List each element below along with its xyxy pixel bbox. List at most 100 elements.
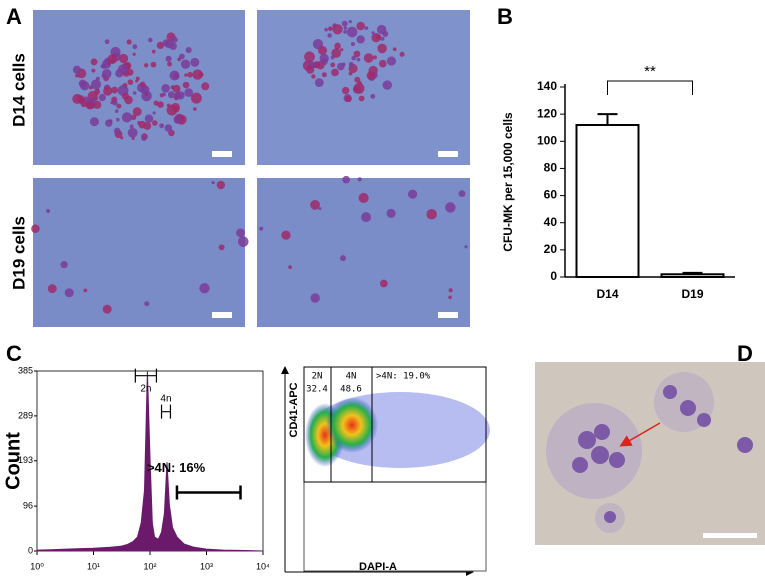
cell — [103, 86, 113, 96]
cell — [187, 71, 193, 78]
gate — [160, 404, 172, 419]
cell — [116, 117, 120, 122]
flow-plot — [281, 366, 490, 576]
cell — [92, 97, 96, 101]
cell — [117, 64, 129, 75]
cell — [140, 85, 150, 95]
y-tick-label: 0 — [28, 545, 33, 555]
cell — [361, 212, 372, 223]
y-tick-label: 140 — [537, 79, 557, 93]
nucleus — [604, 511, 616, 523]
cell — [311, 74, 316, 79]
cell — [132, 107, 142, 117]
cell — [137, 120, 141, 125]
x-tick-label: D19 — [681, 287, 703, 301]
cell — [364, 26, 369, 30]
cell — [334, 42, 341, 50]
cell — [126, 39, 132, 45]
cell — [144, 114, 154, 123]
cell — [152, 111, 156, 115]
cell — [98, 93, 107, 102]
y-axis-label: CD41-APC — [288, 382, 300, 437]
cell — [201, 82, 210, 91]
y-tick-label: 100 — [537, 133, 557, 147]
nucleus — [680, 400, 696, 416]
cell — [363, 53, 374, 63]
plot-frame — [303, 366, 487, 572]
row-label: D14 cells — [9, 53, 28, 127]
cell — [259, 226, 264, 231]
cell — [343, 30, 347, 34]
cell — [185, 47, 192, 54]
cell — [192, 107, 197, 111]
cell — [144, 301, 150, 307]
cell — [171, 36, 178, 43]
cell — [426, 209, 437, 220]
cell — [113, 127, 121, 135]
cell — [211, 181, 215, 185]
cell — [370, 93, 376, 99]
cell — [31, 224, 40, 233]
gate-label: 4N — [346, 372, 357, 382]
cell — [330, 55, 335, 60]
cell — [153, 100, 159, 106]
cell — [166, 103, 171, 108]
cell — [340, 255, 346, 262]
cell — [132, 44, 138, 50]
panel-label: B — [497, 4, 513, 29]
cell — [93, 89, 101, 96]
scale-bar — [438, 151, 458, 157]
cell — [132, 91, 137, 95]
cell — [448, 295, 452, 300]
cell — [356, 21, 365, 31]
bar — [575, 124, 640, 278]
gate — [134, 368, 158, 383]
cell — [143, 63, 149, 68]
y-tick-label: 20 — [544, 242, 558, 256]
cell — [190, 92, 202, 104]
cell — [132, 52, 136, 56]
cell — [340, 48, 344, 52]
cell — [172, 84, 181, 93]
cell — [392, 47, 397, 52]
cell — [236, 228, 245, 238]
nucleus — [609, 452, 625, 468]
cell — [152, 120, 158, 126]
cell — [112, 100, 118, 106]
error-bar — [597, 113, 618, 125]
x-tick-label: 10⁰ — [30, 561, 44, 571]
cell — [331, 48, 342, 58]
nucleus — [591, 446, 609, 464]
scale-bar — [703, 533, 757, 538]
cell — [161, 83, 170, 93]
gate-label: 2N — [312, 372, 323, 382]
y-tick-label: 120 — [537, 106, 557, 120]
cell — [304, 51, 315, 63]
y-axis-label: Count — [2, 432, 24, 490]
cell — [184, 73, 188, 77]
cell — [358, 95, 365, 102]
y-tick-label: 0 — [550, 269, 557, 283]
y-axis-label: CFU-MK per 15,000 cells — [501, 112, 515, 252]
cell — [162, 92, 166, 97]
x-tick-label: 10¹ — [87, 561, 100, 571]
bar — [660, 273, 725, 278]
cell — [107, 54, 118, 65]
cell — [151, 49, 156, 54]
cell — [118, 53, 129, 64]
cell — [310, 199, 320, 210]
cell — [184, 88, 194, 97]
cell — [356, 35, 365, 44]
cell — [327, 26, 333, 32]
nucleus — [697, 413, 711, 427]
cell — [399, 51, 405, 57]
cell — [321, 72, 327, 78]
cell — [121, 112, 133, 123]
cell — [237, 236, 249, 247]
cell — [116, 103, 122, 109]
cell — [343, 26, 348, 30]
gate — [303, 366, 487, 483]
cell — [327, 33, 332, 38]
cell — [165, 55, 172, 62]
